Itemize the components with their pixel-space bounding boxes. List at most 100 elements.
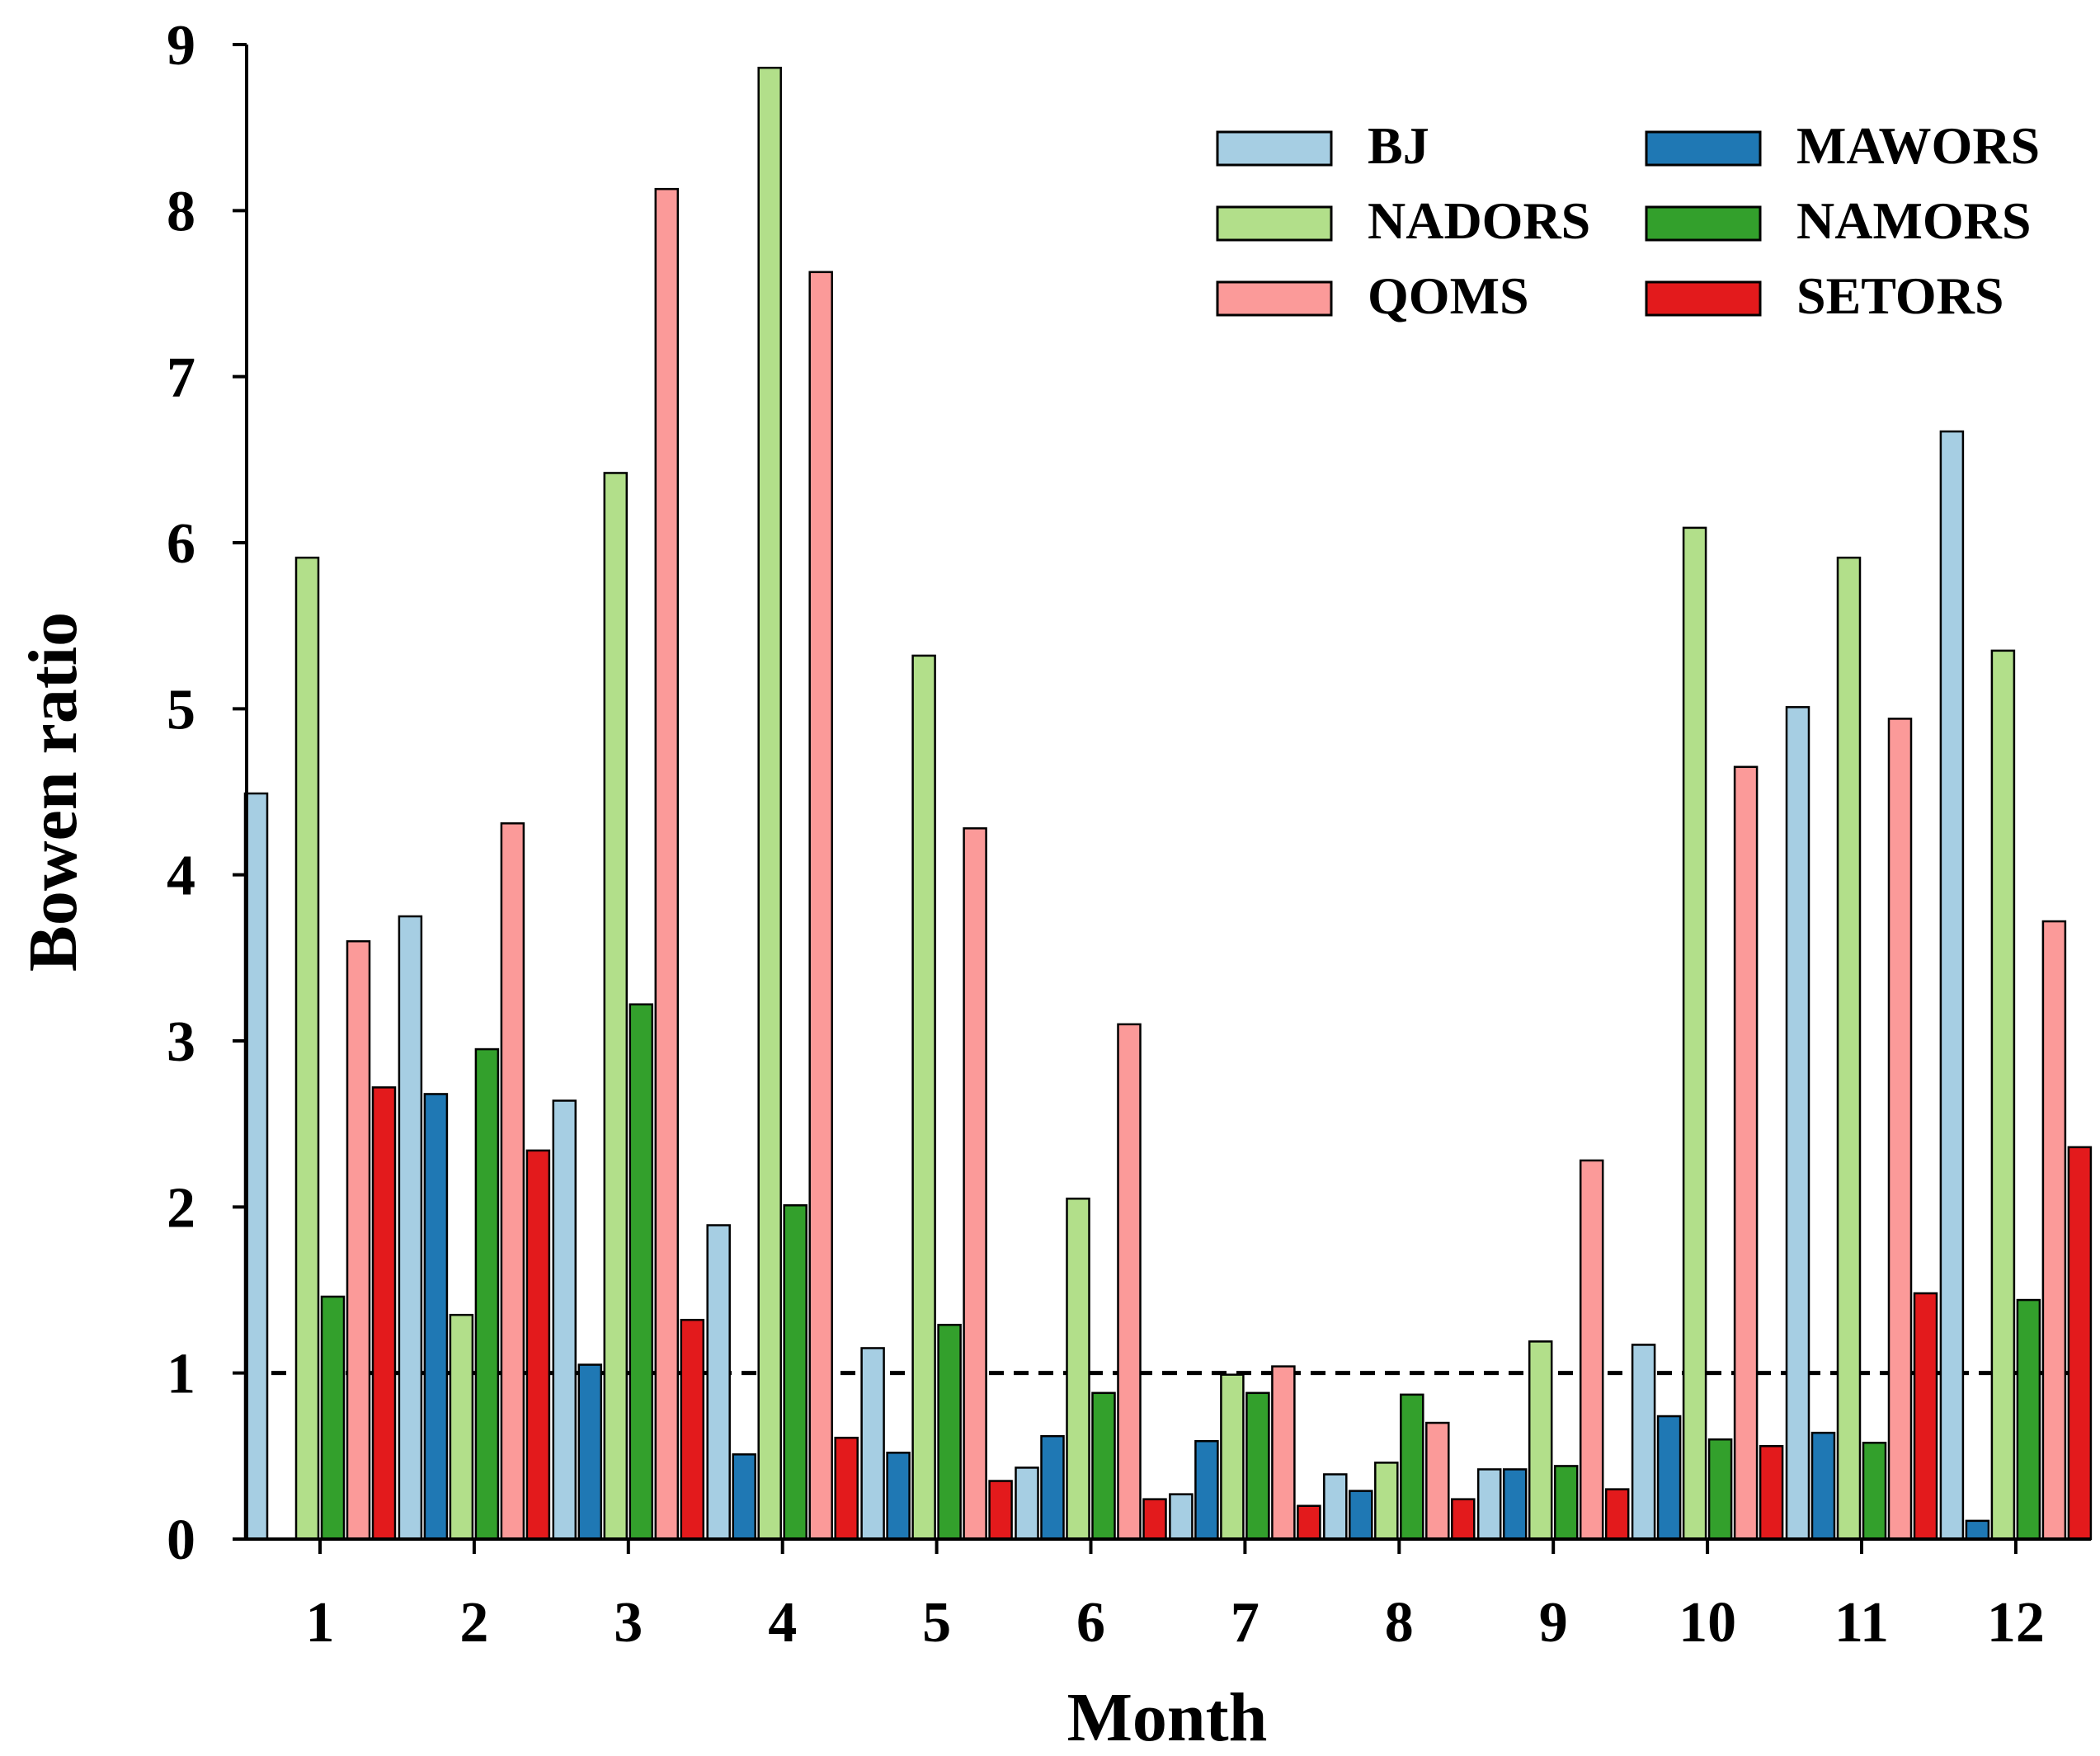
x-tick-label: 4 [768, 1591, 797, 1655]
bar-namors-month-8 [1400, 1393, 1424, 1541]
bar-qoms-month-2 [500, 822, 525, 1541]
bar-mawors-month-5 [886, 1452, 911, 1541]
legend-label-setors: SETORS [1796, 266, 2003, 325]
bar-qoms-month-7 [1271, 1365, 1296, 1541]
x-tick-label: 2 [459, 1591, 488, 1655]
y-tick-label: 7 [167, 346, 195, 410]
x-tick-label: 6 [1076, 1591, 1105, 1655]
bar-setors-month-1 [371, 1086, 397, 1541]
bar-nadors-month-1 [294, 556, 320, 1541]
bars-layer [243, 66, 2093, 1541]
x-axis-title: Month [1067, 1679, 1268, 1756]
bar-nadors-month-7 [1220, 1373, 1245, 1541]
legend-label-namors: NAMORS [1796, 191, 2031, 250]
bar-mawors-month-7 [1194, 1439, 1219, 1541]
bar-mawors-month-12 [1965, 1519, 1990, 1541]
bar-namors-month-2 [474, 1047, 500, 1541]
bar-nadors-month-10 [1682, 526, 1707, 1541]
bar-nadors-month-5 [911, 654, 936, 1541]
y-axis-title: Bowen ratio [15, 612, 92, 972]
bar-bj-month-5 [860, 1347, 885, 1541]
x-tick-label: 5 [922, 1591, 951, 1655]
legend-swatch-mawors [1645, 130, 1762, 167]
legend-label-bj: BJ [1368, 116, 1429, 175]
y-tick-label: 6 [167, 512, 195, 576]
legend-swatch-qoms [1216, 280, 1333, 317]
bar-setors-month-5 [988, 1480, 1013, 1541]
legend-label-mawors: MAWORS [1796, 116, 2040, 175]
bar-nadors-month-8 [1374, 1462, 1399, 1541]
bar-bj-month-12 [1939, 430, 1965, 1541]
bar-mawors-month-2 [423, 1093, 449, 1541]
y-tick-label: 5 [167, 678, 195, 741]
bar-namors-month-9 [1553, 1465, 1579, 1541]
bar-setors-month-7 [1297, 1504, 1321, 1541]
x-tick-label: 1 [306, 1591, 335, 1655]
x-tick-label: 7 [1231, 1591, 1260, 1655]
bar-qoms-month-12 [2041, 920, 2067, 1541]
bar-mawors-month-11 [1810, 1431, 1836, 1541]
y-tick-label: 9 [167, 14, 195, 78]
x-tick-label: 11 [1834, 1591, 1889, 1655]
bar-nadors-month-4 [757, 66, 782, 1541]
bar-qoms-month-11 [1887, 718, 1913, 1541]
bar-bj-month-9 [1476, 1468, 1502, 1541]
bar-namors-month-5 [937, 1324, 962, 1541]
y-tick-label: 0 [167, 1509, 195, 1572]
bar-namors-month-6 [1091, 1391, 1116, 1541]
y-tick-label: 8 [167, 180, 195, 243]
bar-setors-month-6 [1142, 1498, 1167, 1541]
bar-bj-month-8 [1323, 1473, 1348, 1541]
y-tick-label: 1 [167, 1343, 195, 1406]
bar-nadors-month-6 [1066, 1198, 1090, 1541]
bar-setors-month-9 [1604, 1488, 1630, 1541]
axes-layer [245, 45, 2091, 1541]
y-tick-label: 4 [167, 845, 195, 908]
legend-swatch-setors [1645, 280, 1762, 317]
bar-qoms-month-3 [654, 187, 680, 1541]
bar-bj-month-10 [1631, 1344, 1656, 1541]
legend-swatch-namors [1645, 205, 1762, 242]
bar-namors-month-10 [1707, 1438, 1733, 1541]
bar-namors-month-7 [1245, 1391, 1270, 1541]
bar-bj-month-3 [552, 1099, 577, 1541]
x-tick-label: 3 [614, 1591, 643, 1655]
bar-qoms-month-10 [1733, 765, 1759, 1541]
bar-nadors-month-11 [1836, 556, 1862, 1541]
bar-mawors-month-8 [1349, 1490, 1373, 1541]
bar-qoms-month-5 [963, 827, 987, 1541]
bar-namors-month-12 [2016, 1298, 2041, 1541]
bar-setors-month-3 [680, 1318, 705, 1541]
bar-mawors-month-3 [577, 1363, 603, 1541]
bar-setors-month-2 [525, 1149, 551, 1541]
bar-qoms-month-8 [1425, 1421, 1450, 1541]
bar-nadors-month-9 [1528, 1340, 1553, 1541]
bar-namors-month-4 [783, 1204, 808, 1541]
x-tick-label: 8 [1385, 1591, 1414, 1655]
bar-mawors-month-9 [1502, 1468, 1528, 1541]
bar-mawors-month-10 [1656, 1415, 1682, 1541]
bar-qoms-month-9 [1579, 1159, 1604, 1541]
x-tick-label: 9 [1539, 1591, 1568, 1655]
bar-setors-month-10 [1759, 1445, 1784, 1541]
x-tick-label: 10 [1679, 1591, 1736, 1655]
legend-label-qoms: QOMS [1368, 266, 1529, 325]
bar-qoms-month-1 [346, 939, 371, 1541]
bar-setors-month-11 [1913, 1292, 1938, 1541]
bar-bj-month-1 [243, 792, 269, 1541]
bar-setors-month-12 [2067, 1146, 2093, 1541]
bar-bj-month-6 [1015, 1466, 1039, 1541]
y-tick-label: 3 [167, 1010, 195, 1074]
legend-swatch-nadors [1216, 205, 1333, 242]
bar-nadors-month-12 [1990, 649, 2016, 1541]
legend: BJ MAWORS NADORS NAMORS QOMS SETORS [1216, 116, 2040, 325]
x-tick-label: 12 [1987, 1591, 2045, 1655]
bar-bj-month-2 [398, 915, 423, 1541]
bar-qoms-month-4 [808, 271, 833, 1541]
bar-setors-month-8 [1451, 1498, 1476, 1541]
legend-swatch-bj [1216, 130, 1333, 167]
bar-nadors-month-2 [449, 1313, 474, 1541]
